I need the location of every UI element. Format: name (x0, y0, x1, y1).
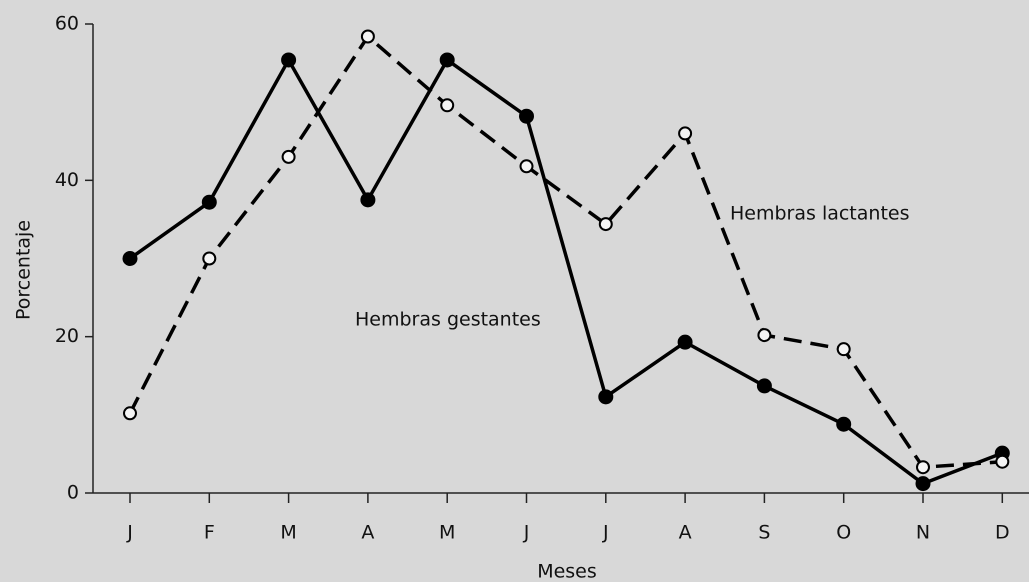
point (519, 108, 534, 124)
x-tick-label: D (995, 522, 1010, 544)
point (360, 29, 375, 44)
x-tick-label: S (758, 522, 770, 544)
point (995, 454, 1010, 469)
point (836, 416, 852, 432)
point (440, 98, 455, 113)
y-axis-label: Porcentaje (13, 220, 35, 320)
x-tick-label: F (204, 522, 215, 544)
point (123, 406, 137, 421)
y-tick-label: 40 (55, 169, 79, 191)
x-tick-label: O (836, 522, 851, 544)
point (677, 334, 693, 350)
point (598, 389, 614, 405)
x-tick-label: A (361, 522, 374, 544)
series-label: Hembras gestantes (355, 309, 541, 331)
point (439, 52, 455, 68)
point (756, 378, 772, 394)
y-tick-label: 20 (55, 325, 79, 347)
x-tick-label: N (916, 522, 930, 544)
point (836, 342, 851, 357)
x-axis-label: Meses (537, 561, 597, 582)
y-tick-label: 0 (67, 482, 79, 504)
point (281, 149, 296, 164)
point (678, 126, 693, 141)
point (598, 217, 613, 232)
y-tick-label: 60 (55, 13, 79, 35)
point (757, 328, 772, 343)
x-tick-label: J (126, 522, 133, 544)
point (281, 52, 297, 68)
point (201, 194, 217, 210)
point (519, 159, 534, 174)
x-tick-label: J (602, 522, 609, 544)
point (915, 476, 931, 492)
x-tick-label: J (523, 522, 530, 544)
series-label: Hembras lactantes (730, 203, 909, 225)
point (202, 251, 217, 266)
x-tick-label: M (280, 522, 296, 544)
point (122, 251, 138, 266)
point (360, 192, 376, 208)
series-line (128, 34, 1003, 469)
x-tick-label: M (439, 522, 455, 544)
series-line (128, 58, 1003, 486)
point (916, 460, 930, 475)
x-tick-label: A (679, 522, 692, 544)
